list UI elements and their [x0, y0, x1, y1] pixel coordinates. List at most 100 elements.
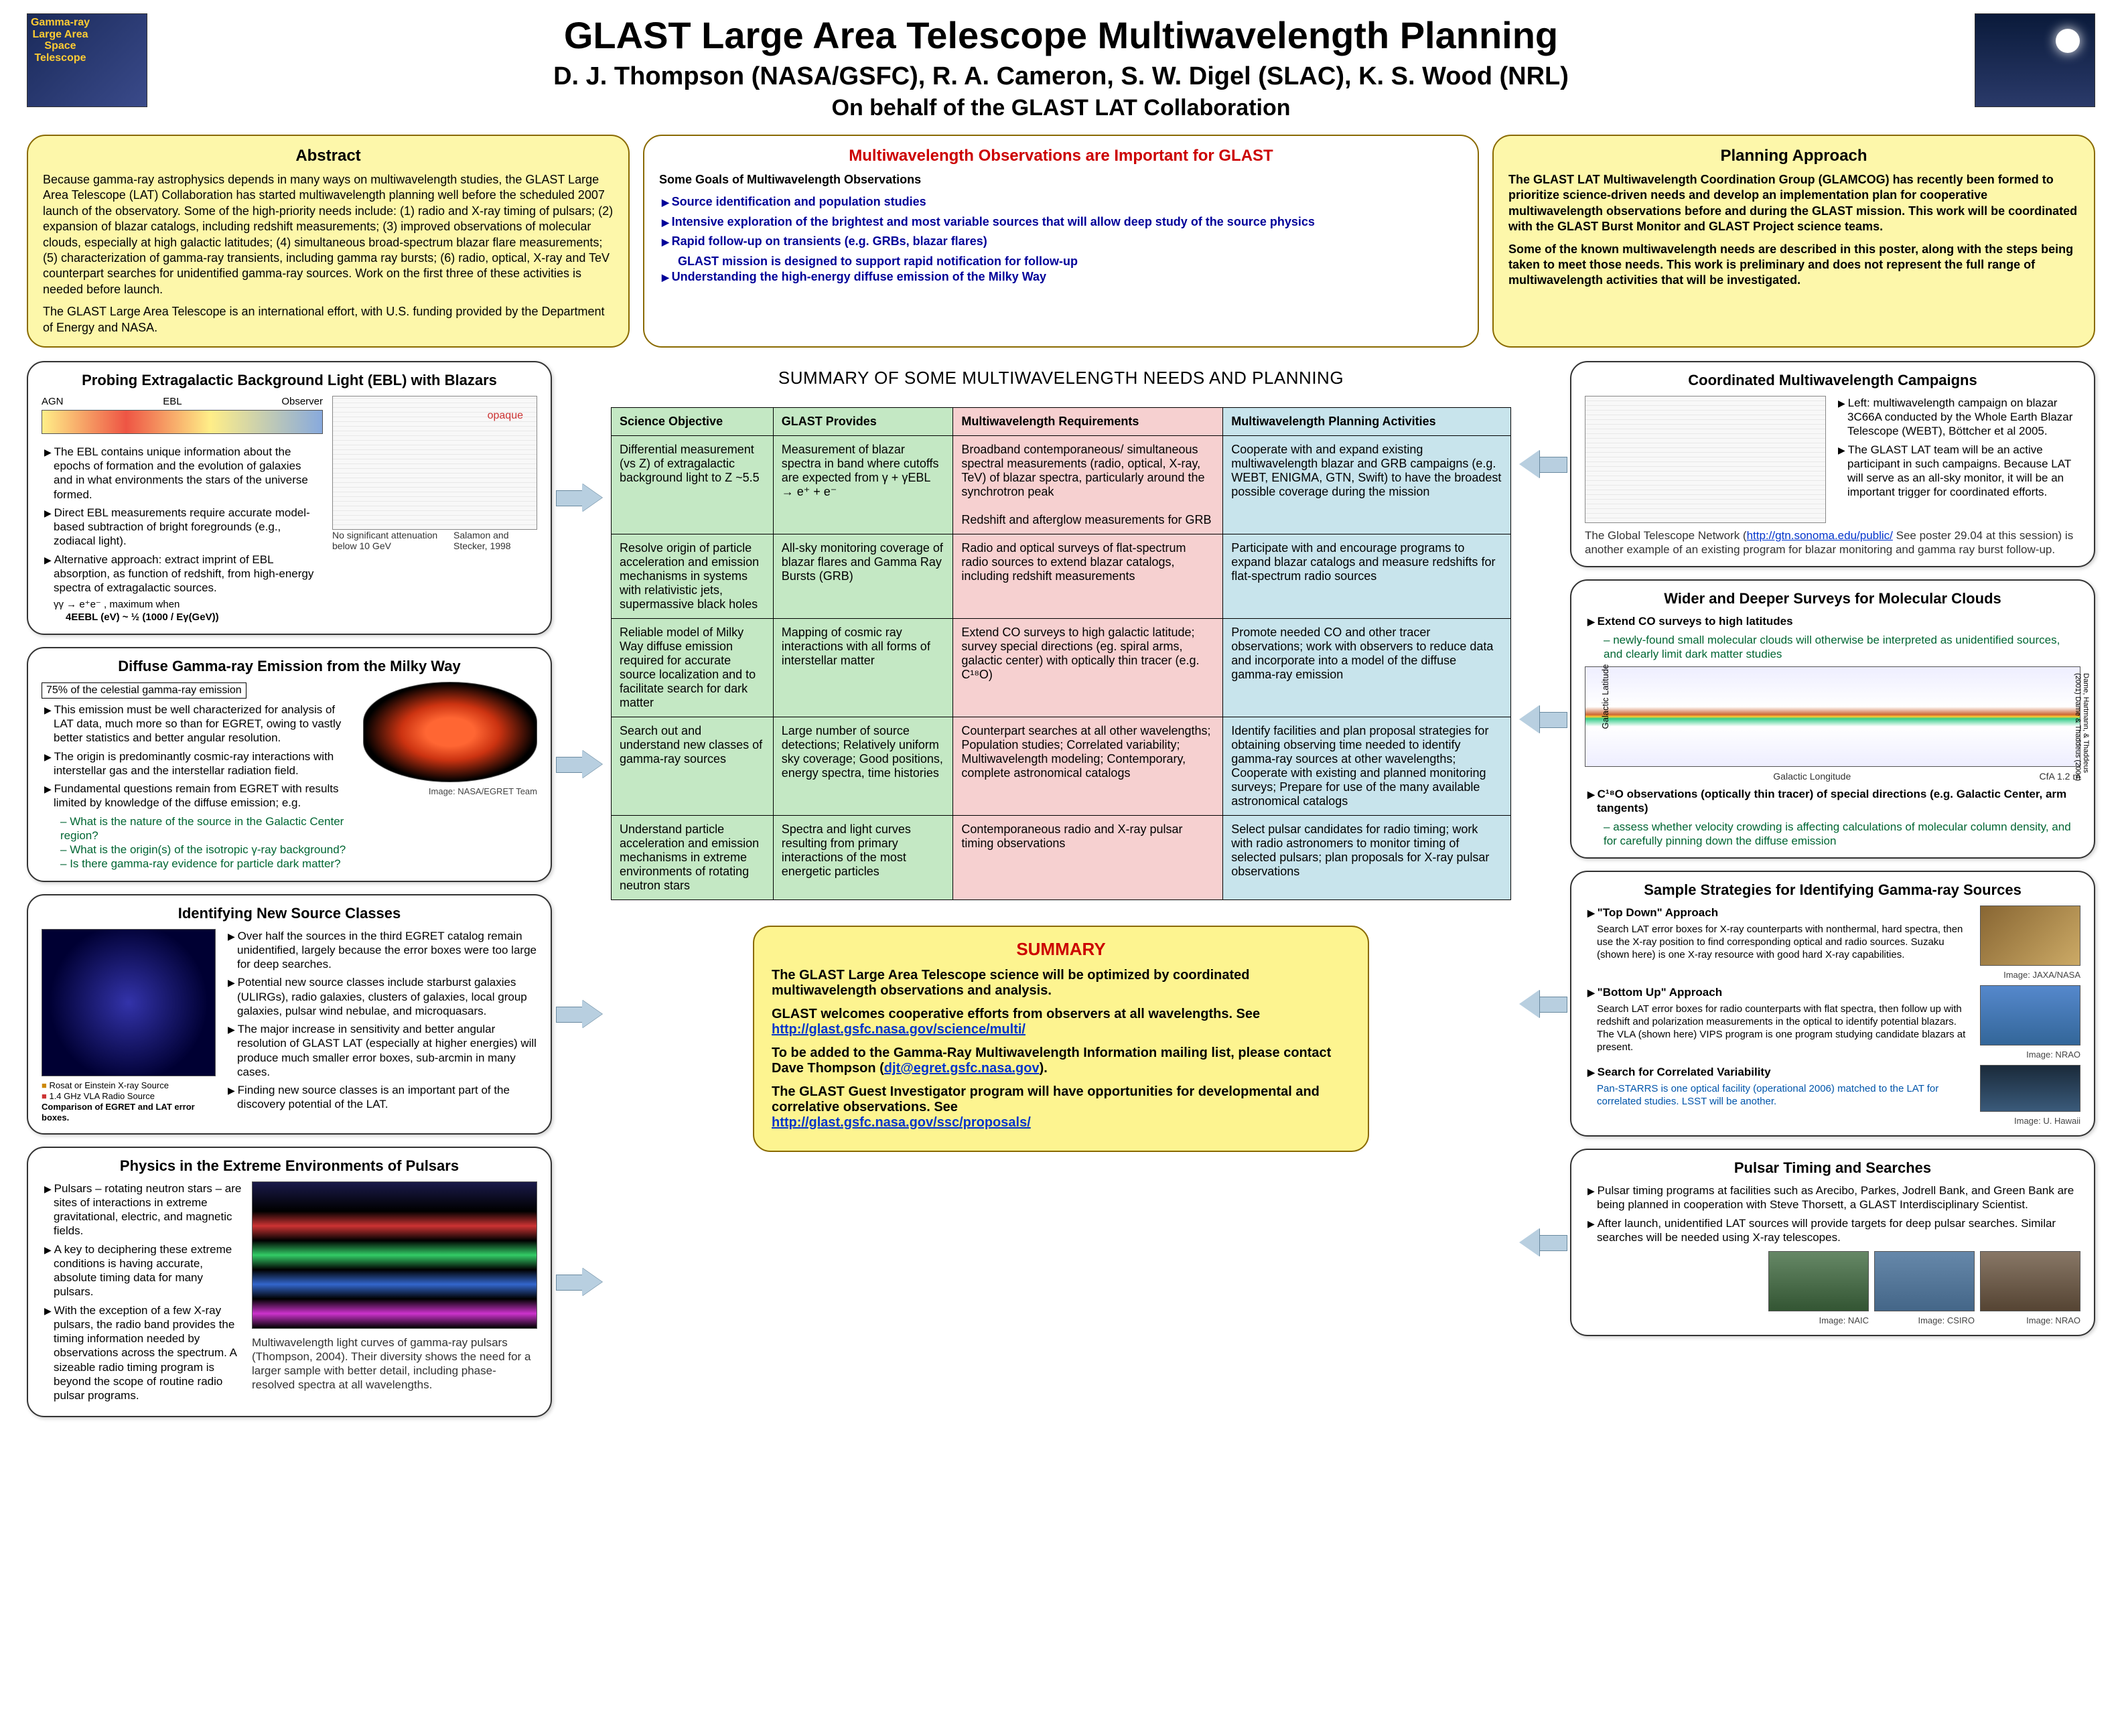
- egret-map-icon: [363, 682, 537, 782]
- approach-box: Planning Approach The GLAST LAT Multiwav…: [1492, 135, 2095, 348]
- ebl-eq2: 4EEBL (eV) ~ ½ (1000 / Eγ(GeV)): [66, 611, 323, 624]
- needs-table: Science Objective GLAST Provides Multiwa…: [611, 407, 1511, 900]
- poster-header: GLAST Large Area Telescope Multiwaveleng…: [27, 13, 2095, 121]
- newsrc-leg1: Rosat or Einstein X-ray Source: [49, 1080, 168, 1090]
- strat-h1: "Top Down" Approach: [1597, 906, 1971, 920]
- gbt-icon: [1980, 1251, 2080, 1311]
- table-cell: Differential measurement (vs Z) of extra…: [612, 435, 774, 534]
- newsrc-b2: Potential new source classes include sta…: [237, 975, 537, 1018]
- goal-b2: Intensive exploration of the brightest a…: [671, 214, 1463, 230]
- approach-title: Planning Approach: [1508, 147, 2079, 165]
- table-cell: Select pulsar candidates for radio timin…: [1223, 815, 1511, 899]
- left-column: Probing Extragalactic Background Light (…: [27, 361, 603, 1418]
- ebl-title: Probing Extragalactic Background Light (…: [42, 372, 537, 389]
- ebl-opaque: opaque: [488, 410, 523, 422]
- summary-p4: The GLAST Guest Investigator program wil…: [772, 1084, 1350, 1131]
- abstract-body: Because gamma-ray astrophysics depends i…: [43, 172, 614, 297]
- approach-p2: Some of the known multiwavelength needs …: [1508, 242, 2079, 289]
- strat-c3: Image: U. Hawaii: [1980, 1116, 2080, 1126]
- table-cell: Counterpart searches at all other wavele…: [953, 717, 1223, 815]
- arrow-icon: [1519, 987, 1566, 1021]
- summary-p1: The GLAST Large Area Telescope science w…: [772, 968, 1350, 999]
- newsrc-leg2: 1.4 GHz VLA Radio Source: [49, 1091, 155, 1101]
- diffuse-b3: Fundamental questions remain from EGRET …: [54, 782, 354, 810]
- campaigns-panel: Coordinated Multiwavelength Campaigns Le…: [1570, 361, 2095, 568]
- summary-p3: To be added to the Gamma-Ray Multiwavele…: [772, 1045, 1350, 1076]
- table-cell: Spectra and light curves resulting from …: [773, 815, 953, 899]
- summary-link2[interactable]: http://glast.gsfc.nasa.gov/ssc/proposals…: [772, 1115, 1031, 1130]
- th-plan: Multiwavelength Planning Activities: [1223, 407, 1511, 435]
- timing-b1: Pulsar timing programs at facilities suc…: [1597, 1183, 2080, 1212]
- goals-title: Multiwavelength Observations are Importa…: [659, 147, 1463, 165]
- summary-email[interactable]: djt@egret.gsfc.nasa.gov: [884, 1061, 1040, 1076]
- ebl-agn-label: AGN: [42, 396, 64, 407]
- strategies-panel: Sample Strategies for Identifying Gamma-…: [1570, 871, 2095, 1137]
- summary-link1[interactable]: http://glast.gsfc.nasa.gov/science/multi…: [772, 1022, 1025, 1037]
- strat-c2: Image: NRAO: [1980, 1050, 2080, 1060]
- panstarrs-icon: [1980, 1065, 2080, 1112]
- table-cell: Identify facilities and plan proposal st…: [1223, 717, 1511, 815]
- pulsar-cap: Multiwavelength light curves of gamma-ra…: [252, 1335, 537, 1392]
- surveys-b1: Extend CO surveys to high latitudes: [1597, 614, 2080, 628]
- glast-logo-right: [1975, 13, 2095, 107]
- campaigns-b2: The GLAST LAT team will be an active par…: [1847, 443, 2080, 500]
- table-cell: Extend CO surveys to high galactic latit…: [953, 618, 1223, 717]
- main-grid: Probing Extragalactic Background Light (…: [27, 361, 2095, 1418]
- ebl-chart: opaque: [332, 396, 537, 530]
- strategies-title: Sample Strategies for Identifying Gamma-…: [1585, 881, 2080, 899]
- ebl-b3: Alternative approach: extract imprint of…: [54, 553, 323, 595]
- abstract-body2: The GLAST Large Area Telescope is an int…: [43, 304, 614, 336]
- surveys-ylab: Galactic Latitude: [1600, 664, 1610, 729]
- diffuse-q1: – What is the nature of the source in th…: [60, 814, 354, 843]
- abstract-title: Abstract: [43, 147, 614, 165]
- timing-panel: Pulsar Timing and Searches Pulsar timing…: [1570, 1149, 2095, 1336]
- newsrc-leg3: Comparison of EGRET and LAT error boxes.: [42, 1102, 216, 1124]
- ebl-obs-label: Observer: [281, 396, 323, 407]
- summary-p2: GLAST welcomes cooperative efforts from …: [772, 1007, 1350, 1037]
- table-cell: Large number of source detections; Relat…: [773, 717, 953, 815]
- arrow-icon: [556, 747, 603, 781]
- pulsar-b3: With the exception of a few X-ray pulsar…: [54, 1303, 242, 1403]
- table-cell: Search out and understand new classes of…: [612, 717, 774, 815]
- strat-p1: Search LAT error boxes for X-ray counter…: [1597, 924, 1971, 961]
- gtn-link[interactable]: http://gtn.sonoma.edu/public/: [1747, 529, 1893, 542]
- table-cell: Broadband contemporaneous/ simultaneous …: [953, 435, 1223, 534]
- arrow-icon: [556, 1265, 603, 1299]
- egret-errorbox-icon: [42, 929, 216, 1076]
- arrow-icon: [556, 481, 603, 514]
- diffuse-panel: Diffuse Gamma-ray Emission from the Milk…: [27, 647, 552, 882]
- newsrc-b3: The major increase in sensitivity and be…: [237, 1022, 537, 1079]
- th-prov: GLAST Provides: [773, 407, 953, 435]
- summary-box: SUMMARY The GLAST Large Area Telescope s…: [753, 926, 1369, 1152]
- poster-behalf: On behalf of the GLAST LAT Collaboration: [27, 95, 2095, 121]
- campaigns-title: Coordinated Multiwavelength Campaigns: [1585, 372, 2080, 389]
- glast-logo-left: [27, 13, 147, 107]
- table-cell: Promote needed CO and other tracer obser…: [1223, 618, 1511, 717]
- ebl-ebl-label: EBL: [163, 396, 182, 407]
- timing-title: Pulsar Timing and Searches: [1585, 1159, 2080, 1177]
- pulsar-title: Physics in the Extreme Environments of P…: [42, 1157, 537, 1175]
- ebl-eq1: γγ → e⁺e⁻ , maximum when: [54, 599, 323, 611]
- ebl-b2: Direct EBL measurements require accurate…: [54, 506, 323, 549]
- webt-chart: [1585, 396, 1826, 523]
- ebl-note2: Salamon and Stecker, 1998: [453, 530, 537, 551]
- table-cell: Cooperate with and expand existing multi…: [1223, 435, 1511, 534]
- table-cell: Mapping of cosmic ray interactions with …: [773, 618, 953, 717]
- diffuse-title: Diffuse Gamma-ray Emission from the Milk…: [42, 658, 537, 675]
- surveys-xlab: Galactic Longitude: [1773, 771, 1851, 782]
- goal-b3: Rapid follow-up on transients (e.g. GRBs…: [671, 234, 1463, 249]
- arrow-icon: [1519, 703, 1566, 736]
- table-cell: Understand particle acceleration and emi…: [612, 815, 774, 899]
- timing-b2: After launch, unidentified LAT sources w…: [1597, 1216, 2080, 1245]
- timing-c2: Image: CSIRO: [1874, 1315, 1975, 1325]
- poster-title: GLAST Large Area Telescope Multiwaveleng…: [27, 13, 2095, 57]
- timing-c3: Image: NRAO: [1980, 1315, 2080, 1325]
- parkes-icon: [1874, 1251, 1975, 1311]
- newsrc-b1: Over half the sources in the third EGRET…: [237, 929, 537, 972]
- timing-c1: Image: NAIC: [1768, 1315, 1869, 1325]
- strat-h3: Search for Correlated Variability: [1597, 1065, 1971, 1079]
- abstract-box: Abstract Because gamma-ray astrophysics …: [27, 135, 630, 348]
- arrow-icon: [556, 997, 603, 1031]
- top-row: Abstract Because gamma-ray astrophysics …: [27, 135, 2095, 348]
- goals-sub: Some Goals of Multiwavelength Observatio…: [659, 172, 1463, 188]
